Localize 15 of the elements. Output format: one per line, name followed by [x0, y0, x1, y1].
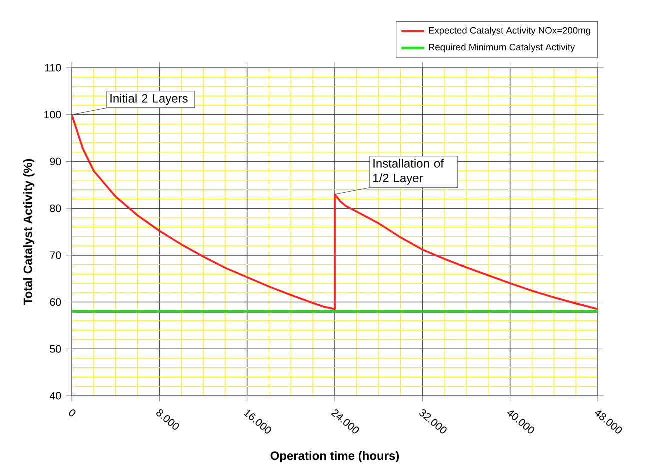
annotation: Installation of 1/2 Layer [374, 159, 444, 185]
y-axis-title: Total Catalyst Activity (%) [23, 159, 35, 306]
legend-label: Expected Catalyst Activity NOx=200mg [429, 27, 590, 36]
y-tick-label: 70 [50, 252, 62, 260]
y-tick-label: 110 [45, 64, 62, 72]
y-tick-label: 50 [50, 345, 62, 353]
y-tick-label: 100 [44, 111, 62, 119]
x-axis-title: Operation time (hours) [270, 451, 400, 463]
y-tick-label: 60 [50, 298, 62, 306]
annotation: Initial 2 Layers [110, 94, 188, 106]
legend-label: Required Minimum Catalyst Activity [429, 44, 576, 52]
y-tick-label: 40 [50, 392, 62, 400]
x-tick-label: 0 [69, 410, 76, 417]
y-tick-label: 90 [50, 158, 62, 166]
y-tick-label: 80 [50, 204, 62, 212]
